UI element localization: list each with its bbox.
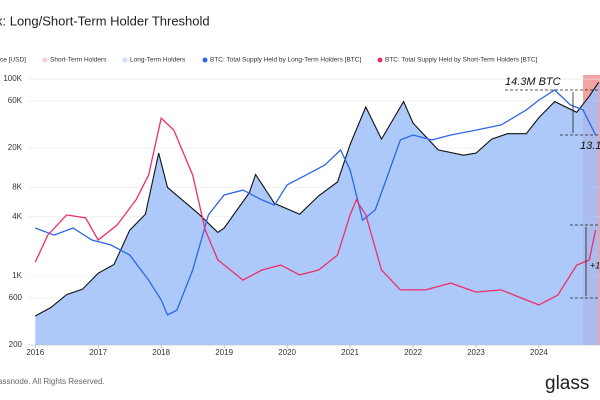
y-tick-label: 100K xyxy=(3,74,22,83)
legend-swatch xyxy=(122,57,128,63)
price-area xyxy=(35,82,599,346)
chart-title: k: Long/Short-Term Holder Threshold xyxy=(0,13,210,28)
x-tick-label: 2021 xyxy=(341,348,359,357)
legend-label: Short-Term Holders xyxy=(50,57,107,64)
annotation: +1 xyxy=(590,260,600,270)
y-tick-label: 4K xyxy=(12,212,22,221)
legend-label: BTC: Total Supply Held by Long-Term Hold… xyxy=(210,57,361,64)
x-tick-label: 2018 xyxy=(152,348,170,357)
series-line xyxy=(34,116,597,306)
y-tick-label: 60K xyxy=(8,96,23,105)
x-tick-label: 2023 xyxy=(467,348,485,357)
y-tick-label: 8K xyxy=(12,182,22,191)
footer: assnode. All Rights Reserved. xyxy=(0,377,105,386)
x-tick-label: 2016 xyxy=(26,348,44,357)
x-tick-label: 2019 xyxy=(215,348,233,357)
logo: glass xyxy=(545,373,589,394)
y-tick-label: 200 xyxy=(9,340,23,349)
y-tick-label: 600 xyxy=(9,293,23,302)
y-tick-label: 1K xyxy=(12,271,22,280)
series-line xyxy=(35,81,600,317)
legend-label: Long-Term Holders xyxy=(130,57,186,64)
annotation: 13.1M xyxy=(580,140,600,152)
legend-swatch xyxy=(202,57,208,63)
annotation-arrows xyxy=(505,89,600,299)
annotation: 14.3M BTC xyxy=(505,76,561,88)
x-tick-label: 2020 xyxy=(278,348,296,357)
x-tick-label: 2017 xyxy=(89,348,107,357)
plot-area xyxy=(28,75,600,346)
y-tick-label: 20K xyxy=(8,143,23,152)
series-line xyxy=(35,89,597,316)
legend-swatch xyxy=(377,57,383,63)
legend-swatch xyxy=(42,57,48,63)
legend-label: Price [USD] xyxy=(0,57,26,64)
legend-label: BTC: Total Supply Held by Short-Term Hol… xyxy=(385,57,538,64)
x-tick-label: 2022 xyxy=(404,348,422,357)
x-tick-label: 2024 xyxy=(530,348,548,357)
